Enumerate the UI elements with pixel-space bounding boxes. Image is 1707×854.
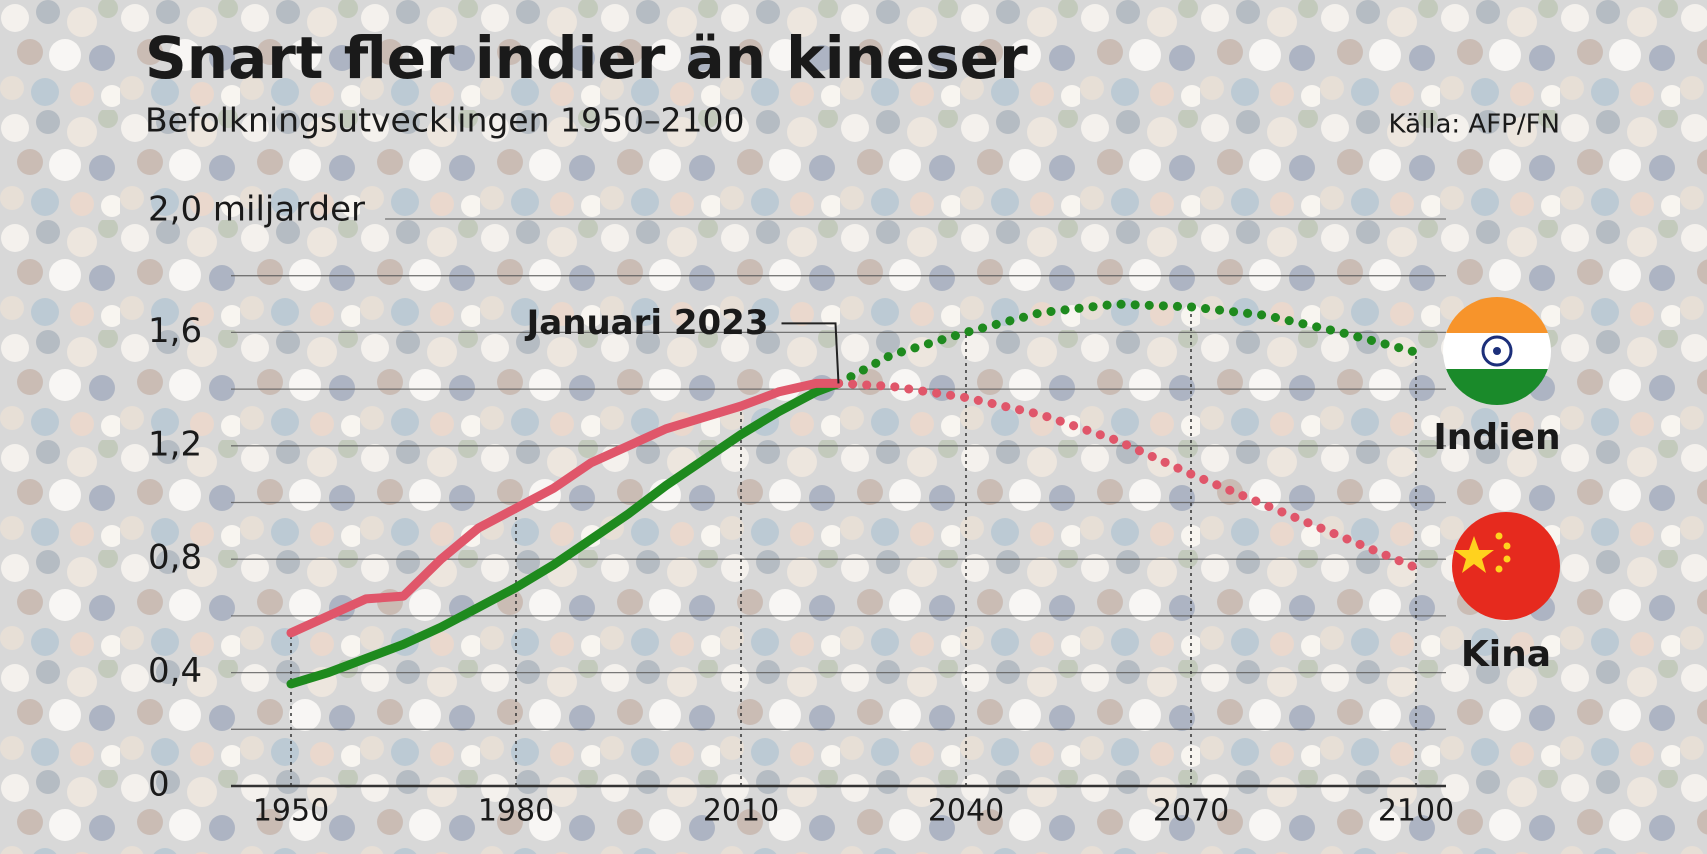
source: Källa: AFP/FN — [1388, 110, 1560, 140]
y-tick-label: 1,2 — [148, 424, 202, 464]
x-tick-label: 2010 — [703, 794, 779, 829]
x-tick-label: 2040 — [928, 794, 1004, 829]
y-tick-label: 2,0 miljarder — [148, 190, 365, 230]
legend-label: Indien — [1433, 417, 1560, 458]
chart-title: Snart fler indier än kineser — [145, 24, 1028, 92]
series-projection — [834, 299, 1421, 388]
x-tick-label: 1950 — [253, 794, 329, 829]
plot: Januari 2023 — [286, 299, 1421, 689]
x-tick-label: 2100 — [1378, 794, 1454, 829]
series-line — [286, 378, 843, 689]
y-tick-label: 0 — [148, 765, 170, 805]
x-tick-label: 1980 — [478, 794, 554, 829]
series-projection — [834, 378, 1421, 573]
annotation: Januari 2023 — [525, 303, 769, 343]
flag-china — [1452, 512, 1560, 620]
chart-subtitle: Befolkningsutvecklingen 1950–2100 — [145, 101, 744, 140]
annotation-leader — [781, 322, 840, 384]
grid: 0 0,4 0,8 1,2 1,6 2,0 miljarder 1950 1980 2010 20… — [148, 190, 1454, 829]
series-line — [286, 378, 843, 638]
y-tick-label: 1,6 — [148, 311, 202, 351]
y-tick-label: 0,8 — [148, 538, 202, 578]
x-tick-label: 2070 — [1153, 794, 1229, 829]
y-tick-label: 0,4 — [148, 651, 202, 691]
legend-label: Kina — [1461, 634, 1551, 675]
flag-india — [1443, 297, 1551, 405]
